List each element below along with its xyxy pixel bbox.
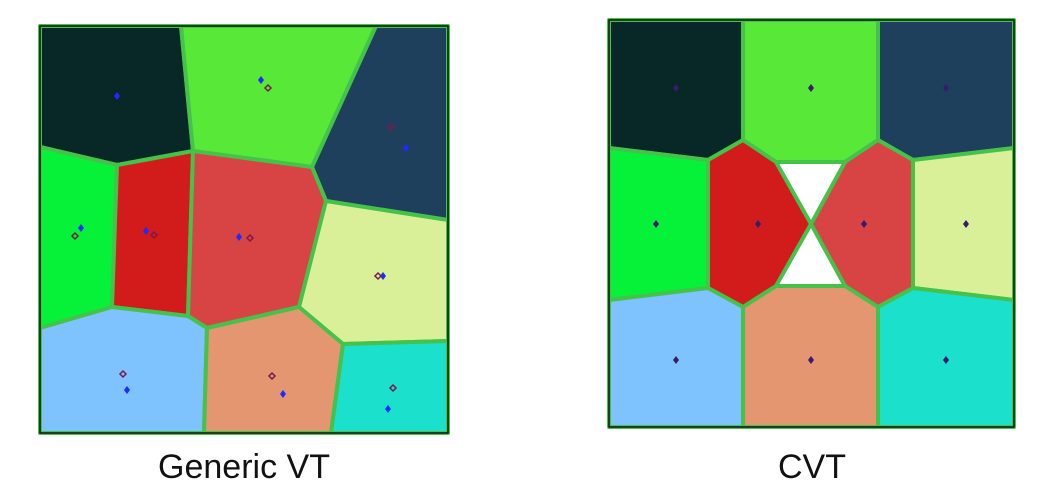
generator-point xyxy=(114,92,120,100)
centroid-marker xyxy=(267,371,277,381)
generator-point xyxy=(943,356,949,364)
vt-cell-sky xyxy=(38,305,209,435)
generator-point xyxy=(78,224,84,232)
generator-point xyxy=(943,84,949,92)
centroid-marker xyxy=(263,83,273,93)
generator-point xyxy=(280,390,286,398)
generator-point xyxy=(673,356,679,364)
generic-vt-caption: Generic VT xyxy=(158,448,330,486)
vt-cell-pale-yellow xyxy=(297,199,450,346)
cvt-panel xyxy=(607,18,1016,429)
generator-point xyxy=(808,356,814,364)
centroid-marker xyxy=(386,122,396,132)
vt-centroid-markers xyxy=(70,83,398,393)
vt-cell-green xyxy=(38,145,119,330)
generator-point xyxy=(808,84,814,92)
cvt-cell-salmon xyxy=(741,284,880,429)
generator-point xyxy=(963,220,969,228)
vt-generator-points xyxy=(78,76,409,413)
generator-point xyxy=(124,386,130,394)
generator-point xyxy=(861,220,867,228)
generator-point xyxy=(673,84,679,92)
cvt-caption: CVT xyxy=(778,448,846,486)
centroid-marker xyxy=(245,233,255,243)
generator-point xyxy=(380,272,386,280)
centroid-marker xyxy=(373,271,383,281)
centroid-marker xyxy=(388,383,398,393)
vt-cell-cyan xyxy=(329,339,450,435)
generator-point xyxy=(403,144,409,152)
generator-point xyxy=(653,220,659,228)
centroid-marker xyxy=(118,369,128,379)
vt-frame xyxy=(39,25,449,434)
centroid-marker xyxy=(149,230,159,240)
cvt-generator-points xyxy=(653,84,969,364)
generator-point xyxy=(236,233,242,241)
generic-vt-panel xyxy=(38,24,450,435)
centroid-marker xyxy=(70,231,80,241)
generator-point xyxy=(385,405,391,413)
cvt-frame xyxy=(608,19,1015,428)
generator-point xyxy=(143,227,149,235)
generator-point xyxy=(258,76,264,84)
generator-point xyxy=(755,220,761,228)
vt-cell-salmon xyxy=(202,305,345,435)
